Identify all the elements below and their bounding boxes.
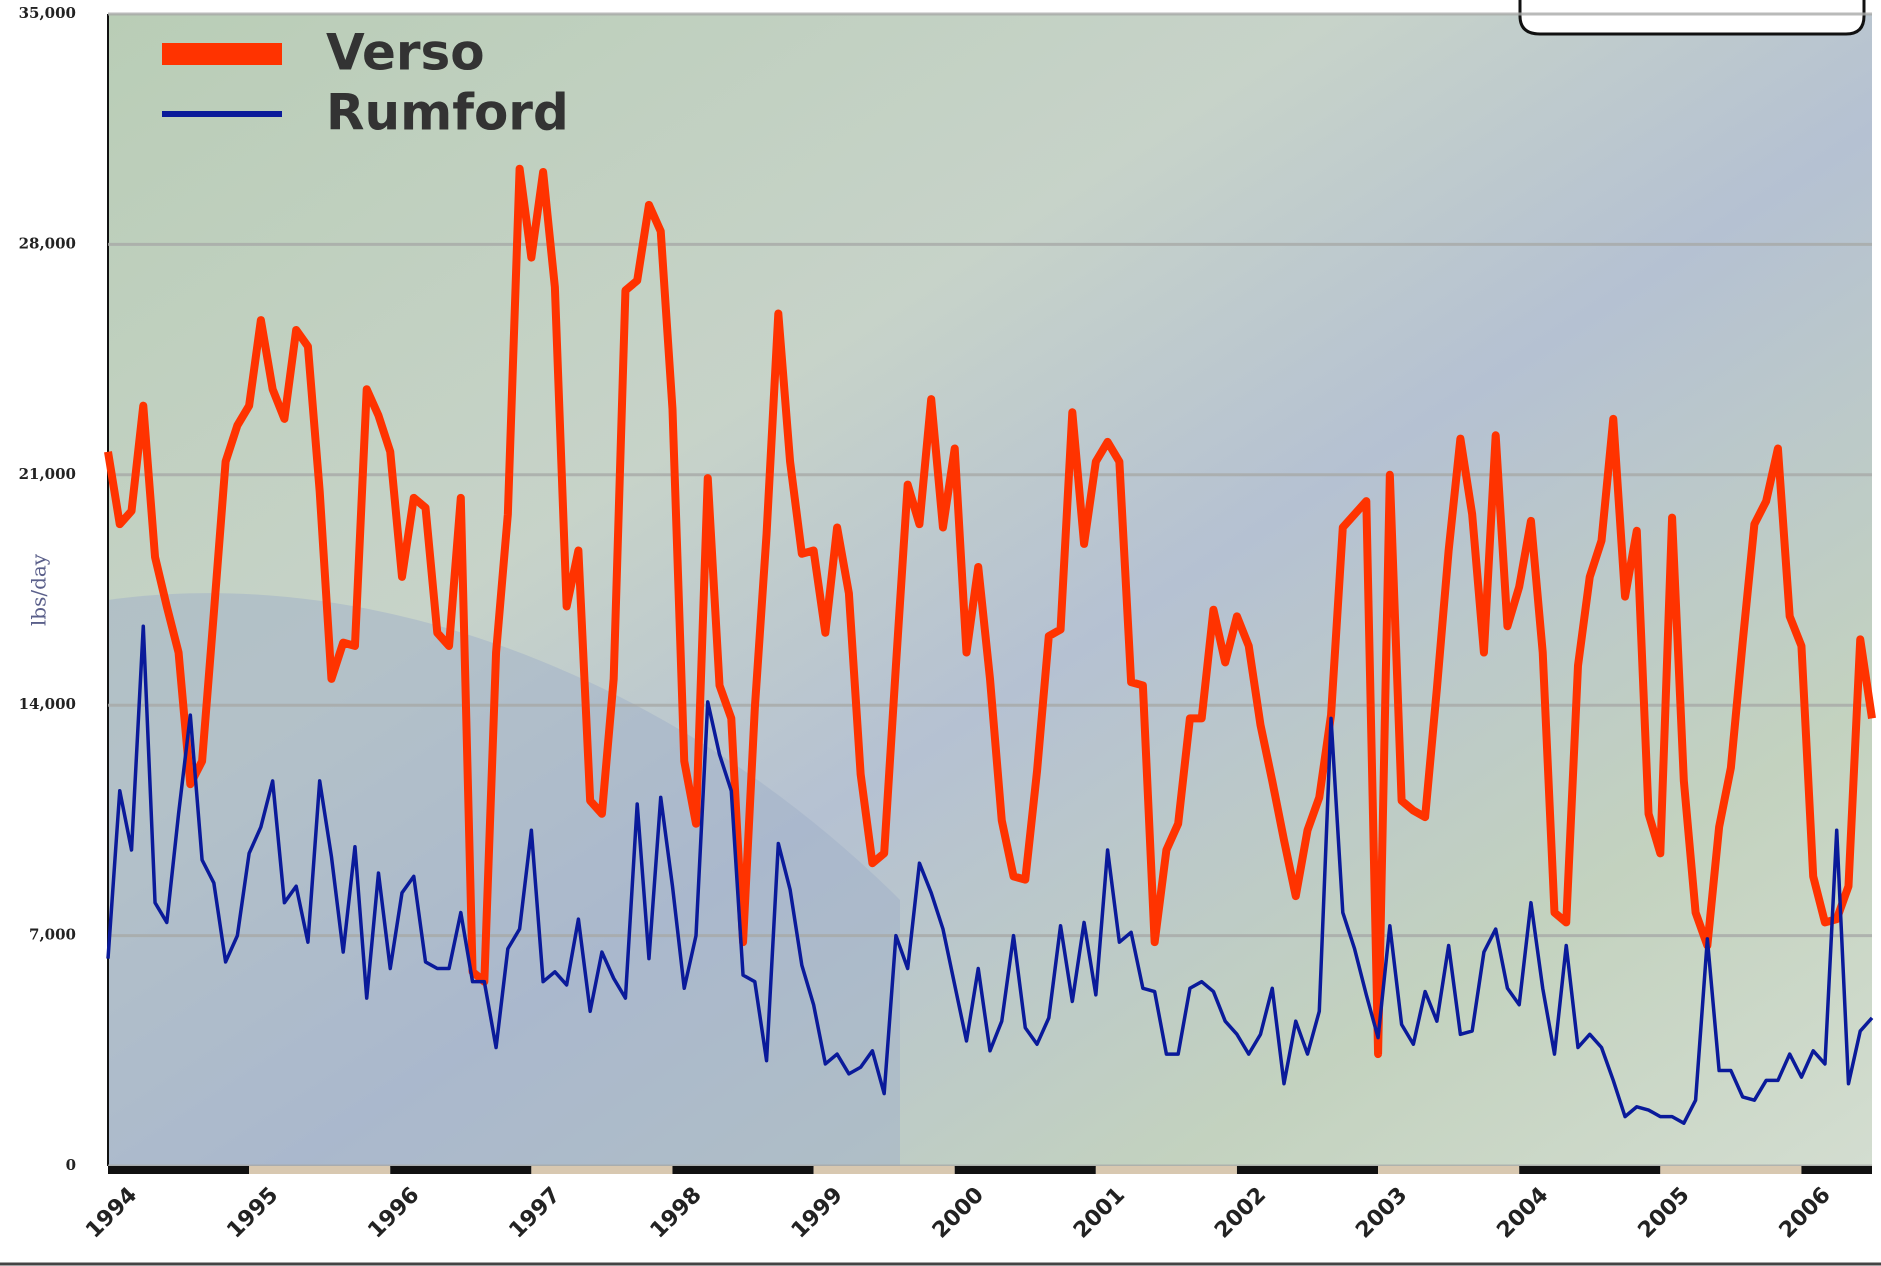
x-tick-label: 1996 bbox=[364, 1183, 425, 1244]
year-band bbox=[813, 1166, 955, 1174]
x-tick-label: 2004 bbox=[1492, 1183, 1553, 1244]
x-tick-label: 2003 bbox=[1351, 1183, 1412, 1244]
year-band bbox=[1660, 1166, 1802, 1174]
year-band bbox=[672, 1166, 814, 1174]
year-band bbox=[1519, 1166, 1661, 1174]
data-line bbox=[104, 164, 1876, 1059]
y-tick-label: 14,000 bbox=[19, 695, 76, 713]
data-line bbox=[106, 624, 1874, 1125]
x-tick-label: 2006 bbox=[1775, 1183, 1836, 1244]
y-axis-title: lbs/day bbox=[27, 553, 51, 626]
year-band bbox=[1236, 1166, 1379, 1174]
y-tick-label: 0 bbox=[66, 1156, 76, 1174]
x-tick-label: 1999 bbox=[787, 1183, 848, 1244]
year-band bbox=[531, 1166, 673, 1174]
x-tick-label: 1997 bbox=[505, 1183, 566, 1244]
year-band bbox=[1378, 1166, 1520, 1174]
y-tick-label: 21,000 bbox=[19, 465, 76, 483]
year-band bbox=[954, 1166, 1096, 1174]
y-tick-label: 35,000 bbox=[19, 4, 76, 22]
x-tick-label: 1994 bbox=[81, 1183, 142, 1244]
year-band bbox=[1095, 1166, 1237, 1174]
river-shading bbox=[108, 593, 900, 1166]
corner-box bbox=[1518, 0, 1866, 36]
y-tick-label: 28,000 bbox=[19, 234, 76, 252]
x-tick-label: 2005 bbox=[1634, 1183, 1695, 1244]
year-band bbox=[390, 1166, 532, 1174]
year-band bbox=[249, 1166, 391, 1174]
year-band bbox=[1801, 1166, 1872, 1174]
year-band bbox=[108, 1166, 250, 1174]
legend-label: Rumford bbox=[326, 84, 569, 142]
x-tick-label: 2001 bbox=[1069, 1183, 1130, 1244]
y-tick-label: 7,000 bbox=[29, 926, 76, 944]
x-tick-label: 1998 bbox=[646, 1183, 707, 1244]
x-tick-label: 2002 bbox=[1210, 1183, 1271, 1244]
x-tick-label: 2000 bbox=[928, 1183, 989, 1244]
legend-label: Verso bbox=[326, 24, 485, 82]
x-tick-label: 1995 bbox=[222, 1183, 283, 1244]
legend: Verso Rumford bbox=[162, 24, 569, 142]
